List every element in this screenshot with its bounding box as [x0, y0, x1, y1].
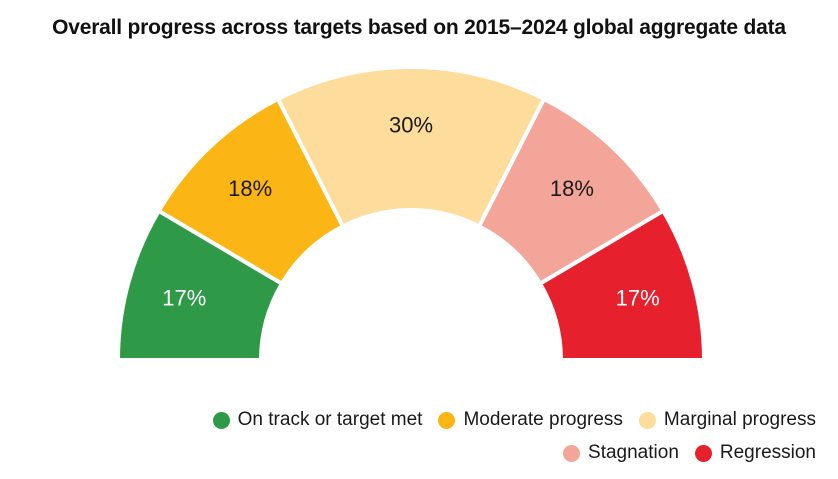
legend-swatch — [694, 444, 712, 462]
chart-title: Overall progress across targets based on… — [52, 16, 786, 39]
legend-swatch — [212, 411, 230, 429]
gauge-slice-label-moderate-progress: 18% — [228, 176, 272, 201]
gauge-slice-regression — [538, 208, 706, 362]
gauge-slice-label-stagnation: 18% — [550, 176, 594, 201]
gauge-slices — [116, 65, 706, 362]
progress-gauge-chart: 17% 18% 30% 18% 17% — [116, 65, 706, 362]
legend-label: On track or target met — [237, 409, 423, 430]
legend-item-moderate: Moderate progress — [438, 409, 623, 431]
legend-row-2: Stagnation Regression — [547, 442, 816, 464]
gauge-slice-label-regression: 17% — [616, 285, 660, 310]
legend-item-marginal: Marginal progress — [638, 409, 816, 431]
legend-item-on-track: On track or target met — [212, 409, 423, 431]
legend-label: Marginal progress — [663, 409, 816, 430]
gauge-slice-labels: 17% 18% 30% 18% 17% — [162, 113, 659, 311]
gauge-slice-marginal-progress — [275, 65, 547, 229]
legend-swatch — [438, 411, 456, 429]
legend-label: Moderate progress — [463, 409, 623, 430]
legend-item-regression: Regression — [694, 442, 816, 464]
legend-row-1: On track or target met Moderate progress… — [197, 409, 816, 431]
legend-label: Regression — [719, 442, 816, 463]
legend-swatch — [638, 411, 656, 429]
gauge-slice-label-on-track-or-target-met: 17% — [162, 285, 206, 310]
legend-label: Stagnation — [588, 442, 679, 463]
legend-item-stagnation: Stagnation — [563, 442, 679, 464]
gauge-slice-label-marginal-progress: 30% — [389, 113, 433, 138]
legend-swatch — [563, 444, 581, 462]
